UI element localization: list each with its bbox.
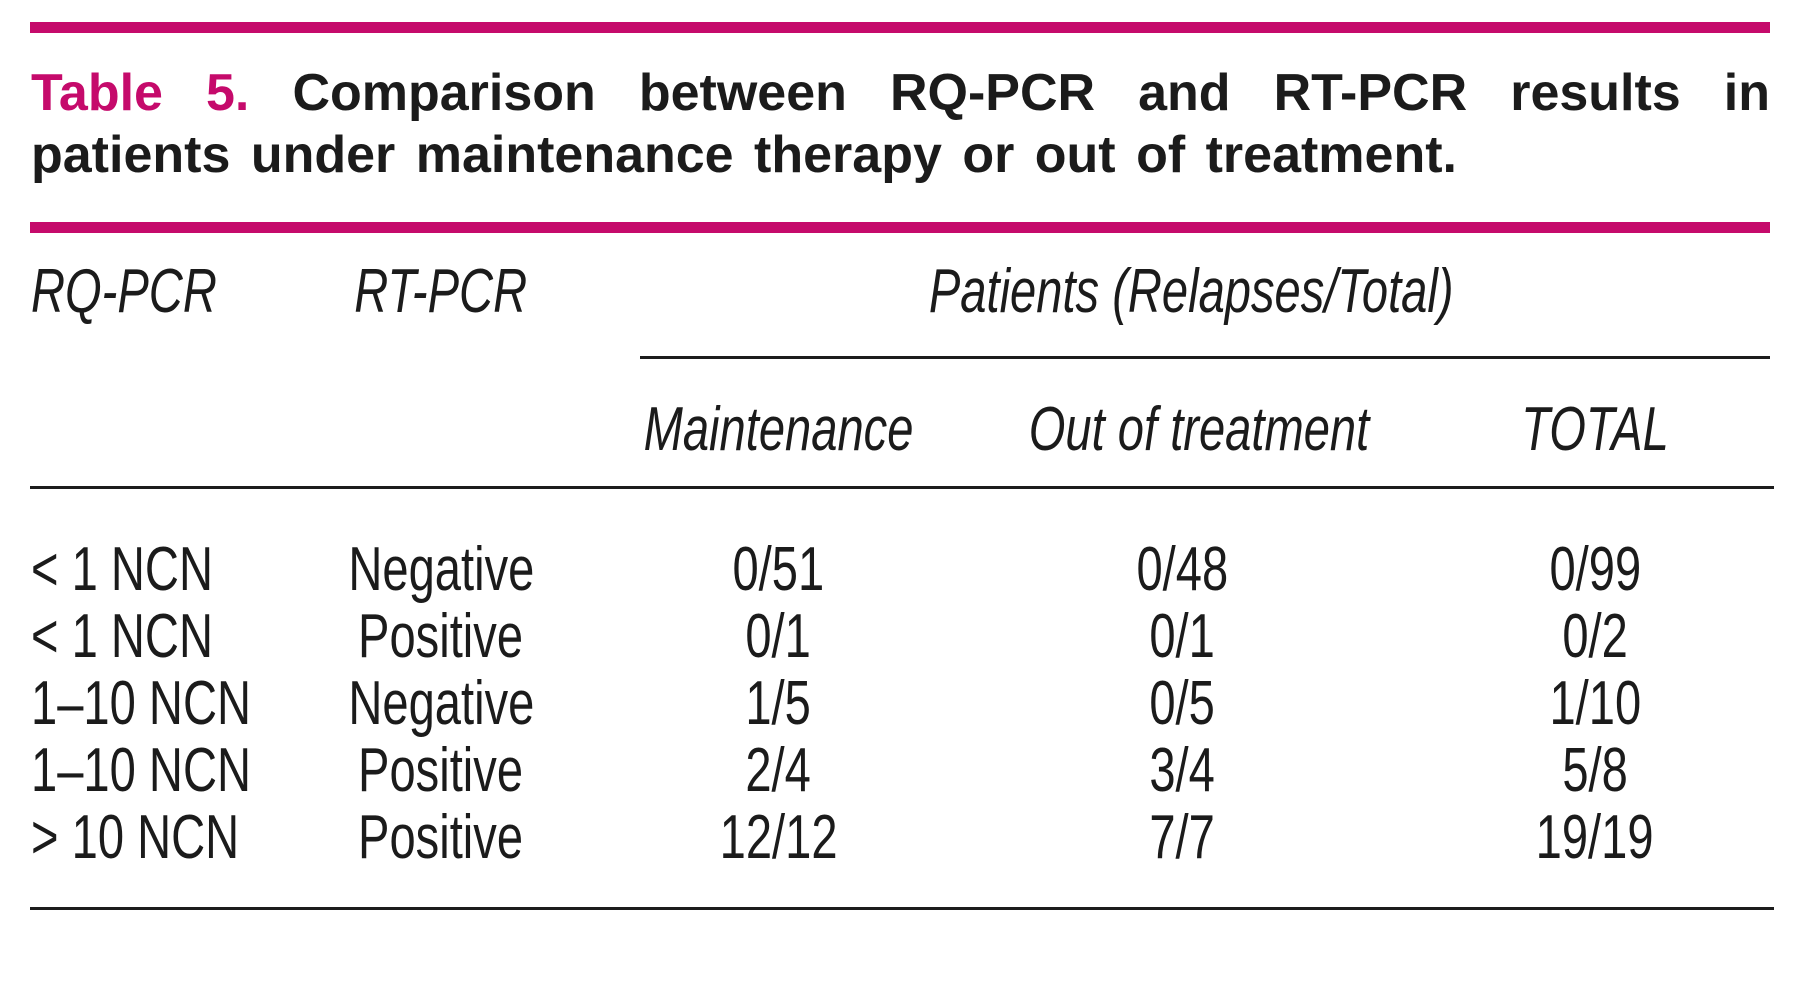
subheader-out-of-treatment: Out of treatment xyxy=(1028,395,1370,464)
cell-out-of-treatment: 0/1 xyxy=(1149,602,1216,671)
table-row: 1–10 NCN Negative 1/5 0/5 1/10 xyxy=(31,670,1800,737)
cell-rq-pcr: > 10 NCN xyxy=(31,803,240,872)
cell-total: 0/2 xyxy=(1562,602,1628,671)
header-row: RQ-PCR RT-PCR Patients (Relapses/Total) xyxy=(31,260,1800,324)
cell-total: 5/8 xyxy=(1562,736,1628,805)
table-row: < 1 NCN Positive 0/1 0/1 0/2 xyxy=(31,603,1800,670)
header-patients-group: Patients (Relapses/Total) xyxy=(928,257,1454,326)
cell-maintenance: 1/5 xyxy=(745,669,812,738)
cell-out-of-treatment: 0/5 xyxy=(1149,669,1216,738)
cell-total: 1/10 xyxy=(1549,669,1641,738)
subheader-maintenance: Maintenance xyxy=(643,395,914,464)
mid-accent-rule xyxy=(30,222,1770,233)
caption-line-2: patients under maintenance therapy or ou… xyxy=(31,126,1457,184)
cell-out-of-treatment: 3/4 xyxy=(1149,736,1216,805)
caption-line-1: Table 5. Comparison between RQ-PCR and R… xyxy=(31,62,1770,124)
cell-rq-pcr: 1–10 NCN xyxy=(31,669,252,738)
subheader-spacer-1 xyxy=(31,398,300,462)
table-body: < 1 NCN Negative 0/51 0/48 0/99 < 1 NCN … xyxy=(31,536,1800,871)
cell-maintenance: 2/4 xyxy=(745,736,812,805)
table-label: Table 5. xyxy=(31,64,250,122)
cell-maintenance: 0/1 xyxy=(745,602,812,671)
cell-rt-pcr: Positive xyxy=(358,803,524,872)
table-row: < 1 NCN Negative 0/51 0/48 0/99 xyxy=(31,536,1800,603)
caption-text-1: Comparison between RQ-PCR and RT-PCR res… xyxy=(292,64,1770,122)
cell-rt-pcr: Negative xyxy=(348,535,534,604)
subheader-total: TOTAL xyxy=(1521,395,1669,464)
cell-maintenance: 12/12 xyxy=(719,803,838,872)
table-caption: Table 5. Comparison between RQ-PCR and R… xyxy=(31,62,1770,186)
cell-total: 0/99 xyxy=(1549,535,1641,604)
top-accent-rule xyxy=(30,22,1770,33)
header-rq-pcr: RQ-PCR xyxy=(31,257,217,326)
cell-rq-pcr: 1–10 NCN xyxy=(31,736,252,805)
cell-rq-pcr: < 1 NCN xyxy=(31,602,213,671)
cell-out-of-treatment: 0/48 xyxy=(1136,535,1229,604)
table-row: 1–10 NCN Positive 2/4 3/4 5/8 xyxy=(31,737,1800,804)
cell-total: 19/19 xyxy=(1536,803,1654,872)
table-bottom-rule xyxy=(30,907,1774,910)
header-rt-pcr: RT-PCR xyxy=(354,257,528,326)
table-row: > 10 NCN Positive 12/12 7/7 19/19 xyxy=(31,804,1800,871)
subheader-spacer-2 xyxy=(300,398,582,462)
cell-rt-pcr: Positive xyxy=(358,736,524,805)
patients-group-underline xyxy=(640,356,1770,359)
cell-maintenance: 0/51 xyxy=(732,535,825,604)
cell-rq-pcr: < 1 NCN xyxy=(31,535,213,604)
cell-rt-pcr: Negative xyxy=(348,669,534,738)
cell-rt-pcr: Positive xyxy=(358,602,524,671)
table-top-rule xyxy=(30,486,1774,489)
cell-out-of-treatment: 7/7 xyxy=(1149,803,1216,872)
subheader-row: Maintenance Out of treatment TOTAL xyxy=(31,398,1800,462)
